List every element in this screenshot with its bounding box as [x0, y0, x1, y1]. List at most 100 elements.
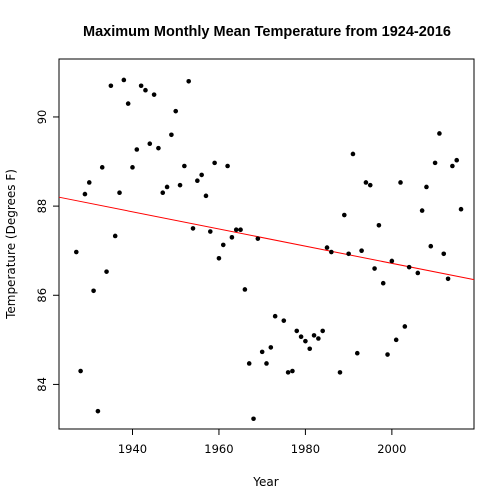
data-point: [212, 161, 217, 166]
x-axis: 1940 1960 1980 2000: [118, 429, 407, 456]
plot-area: [59, 78, 474, 421]
data-point: [186, 79, 191, 84]
data-point: [281, 318, 286, 323]
data-points: [74, 78, 463, 421]
data-point: [96, 409, 101, 414]
data-point: [394, 338, 399, 343]
data-point: [446, 276, 451, 281]
data-point: [342, 213, 347, 218]
data-point: [126, 101, 131, 106]
data-point: [338, 370, 343, 375]
data-point: [398, 180, 403, 185]
data-point: [139, 83, 144, 88]
data-point: [450, 164, 455, 169]
data-point: [100, 165, 105, 170]
data-point: [87, 180, 92, 185]
data-point: [420, 208, 425, 213]
data-point: [83, 192, 88, 197]
data-point: [428, 244, 433, 249]
data-point: [437, 131, 442, 136]
data-point: [454, 158, 459, 163]
x-tick-label: 1960: [204, 442, 233, 456]
x-tick-label: 1940: [118, 442, 147, 456]
data-point: [122, 78, 127, 83]
y-axis: 84 86 88 90: [35, 110, 59, 392]
data-point: [424, 185, 429, 190]
data-point: [78, 369, 83, 374]
data-point: [390, 259, 395, 264]
data-point: [286, 370, 291, 375]
data-point: [182, 164, 187, 169]
data-point: [316, 336, 321, 341]
data-point: [117, 190, 122, 195]
data-point: [230, 235, 235, 240]
data-point: [329, 250, 334, 255]
data-point: [312, 333, 317, 338]
data-point: [290, 369, 295, 374]
data-point: [325, 245, 330, 250]
data-point: [459, 207, 464, 212]
chart-title: Maximum Monthly Mean Temperature from 19…: [83, 24, 451, 40]
data-point: [169, 132, 174, 137]
data-point: [113, 234, 118, 239]
y-tick-label: 90: [35, 110, 49, 125]
data-point: [109, 83, 114, 88]
data-point: [208, 229, 213, 234]
data-point: [368, 183, 373, 188]
data-point: [74, 250, 79, 255]
data-point: [247, 361, 252, 366]
data-point: [299, 334, 304, 339]
data-point: [243, 287, 248, 292]
plot-frame: [59, 59, 474, 429]
data-point: [256, 236, 261, 241]
data-point: [433, 161, 438, 166]
trend-line: [59, 197, 474, 279]
data-point: [104, 269, 109, 274]
data-point: [135, 147, 140, 152]
data-point: [294, 329, 299, 334]
x-axis-label: Year: [252, 475, 278, 489]
data-point: [273, 314, 278, 319]
data-point: [351, 152, 356, 157]
data-point: [195, 178, 200, 183]
data-point: [225, 164, 230, 169]
data-point: [165, 185, 170, 190]
data-point: [381, 281, 386, 286]
data-point: [320, 329, 325, 334]
data-point: [204, 194, 209, 199]
data-point: [160, 190, 165, 195]
data-point: [441, 252, 446, 257]
data-point: [403, 324, 408, 329]
data-point: [143, 88, 148, 93]
data-point: [416, 271, 421, 276]
data-point: [260, 350, 265, 355]
x-tick-label: 2000: [377, 442, 406, 456]
data-point: [269, 345, 274, 350]
y-tick-label: 84: [35, 377, 49, 392]
data-point: [346, 252, 351, 257]
data-point: [147, 141, 152, 146]
x-tick-label: 1980: [291, 442, 320, 456]
data-point: [191, 226, 196, 231]
data-point: [251, 416, 256, 421]
data-point: [364, 180, 369, 185]
data-point: [234, 227, 239, 232]
y-axis-label: Temperature (Degrees F): [4, 169, 18, 320]
data-point: [355, 351, 360, 356]
data-point: [91, 289, 96, 294]
data-point: [217, 256, 222, 261]
data-point: [303, 339, 308, 344]
data-point: [377, 223, 382, 228]
data-point: [264, 361, 269, 366]
data-point: [221, 243, 226, 248]
data-point: [307, 346, 312, 351]
data-point: [178, 183, 183, 188]
data-point: [238, 227, 243, 232]
y-tick-label: 86: [35, 288, 49, 303]
y-tick-label: 88: [35, 199, 49, 214]
data-point: [130, 165, 135, 170]
data-point: [152, 92, 157, 97]
data-point: [199, 173, 204, 178]
data-point: [407, 265, 412, 270]
